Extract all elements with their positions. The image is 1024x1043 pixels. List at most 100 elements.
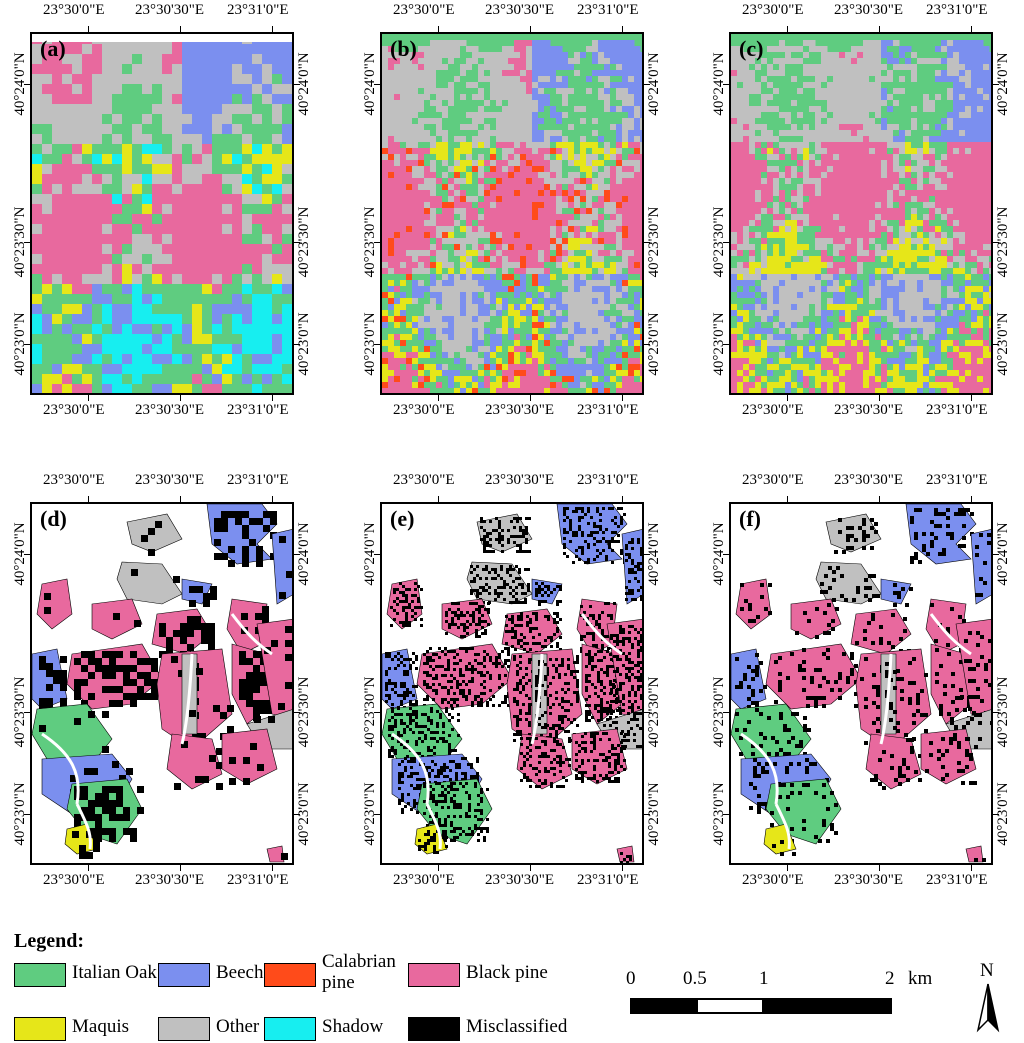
raster-cell-beech bbox=[544, 46, 551, 53]
raster-cell-black-pine bbox=[893, 172, 900, 179]
raster-cell-other bbox=[905, 64, 912, 71]
raster-cell-maquis bbox=[430, 148, 437, 155]
raster-cell-other bbox=[580, 286, 587, 293]
raster-cell-black-pine bbox=[959, 154, 966, 161]
raster-cell-beech bbox=[232, 304, 243, 315]
raster-cell-italian-oak bbox=[460, 130, 467, 137]
raster-cell-black-pine bbox=[388, 136, 395, 143]
raster-cell-beech bbox=[989, 76, 991, 83]
raster-cell-other bbox=[568, 160, 575, 167]
raster-cell-maquis bbox=[72, 304, 83, 315]
raster-cell-italian-oak bbox=[478, 394, 485, 395]
raster-cell-black-pine bbox=[815, 202, 822, 209]
raster-cell-black-pine bbox=[803, 190, 810, 197]
raster-cell-black-pine bbox=[400, 394, 407, 395]
raster-cell-black-pine bbox=[430, 202, 437, 209]
raster-cell-calabrian-pine bbox=[520, 262, 527, 269]
raster-cell-beech bbox=[454, 370, 461, 377]
raster-cell-other bbox=[466, 298, 473, 305]
raster-cell-italian-oak bbox=[484, 238, 491, 245]
raster-cell-beech bbox=[953, 88, 960, 95]
raster-cell-beech bbox=[202, 84, 213, 95]
raster-cell-italian-oak bbox=[484, 388, 491, 393]
raster-cell-other bbox=[400, 70, 407, 77]
raster-cell-italian-oak bbox=[478, 376, 485, 383]
raster-cell-other bbox=[562, 202, 569, 209]
raster-cell-black-pine bbox=[388, 226, 395, 233]
raster-cell-italian-oak bbox=[917, 112, 924, 119]
raster-cell-maquis bbox=[574, 268, 581, 275]
raster-cell-black-pine bbox=[424, 388, 431, 393]
raster-cell-other bbox=[460, 346, 467, 353]
raster-cell-italian-oak bbox=[622, 268, 629, 275]
raster-cell-black-pine bbox=[833, 202, 840, 209]
raster-cell-italian-oak bbox=[454, 142, 461, 149]
raster-cell-black-pine bbox=[839, 160, 846, 167]
raster-cell-other bbox=[400, 100, 407, 107]
raster-cell-other bbox=[388, 118, 395, 125]
raster-cell-other bbox=[454, 328, 461, 335]
raster-cell-other bbox=[749, 70, 756, 77]
raster-cell-beech bbox=[568, 382, 575, 389]
raster-cell-italian-oak bbox=[574, 358, 581, 365]
raster-cell-italian-oak bbox=[556, 268, 563, 275]
raster-cell-black-pine bbox=[400, 208, 407, 215]
raster-cell-shadow bbox=[152, 144, 163, 155]
raster-cell-italian-oak bbox=[448, 76, 455, 83]
raster-cell-italian-oak bbox=[102, 134, 113, 145]
raster-cell-maquis bbox=[32, 174, 43, 185]
raster-cell-beech bbox=[965, 40, 972, 47]
raster-cell-italian-oak bbox=[580, 130, 587, 137]
map-panel-a: (a) bbox=[30, 32, 294, 395]
raster-cell-black-pine bbox=[424, 148, 431, 155]
raster-cell-italian-oak bbox=[544, 106, 551, 113]
raster-cell-maquis bbox=[436, 154, 443, 161]
raster-cell-italian-oak bbox=[412, 274, 419, 281]
raster-cell-black-pine bbox=[32, 234, 43, 245]
raster-cell-maquis bbox=[472, 250, 479, 257]
raster-cell-black-pine bbox=[152, 224, 163, 235]
raster-cell-other bbox=[785, 226, 792, 233]
raster-cell-black-pine bbox=[400, 238, 407, 245]
raster-cell-black-pine bbox=[640, 202, 642, 209]
raster-cell-black-pine bbox=[502, 202, 509, 209]
raster-cell-other bbox=[448, 166, 455, 173]
raster-cell-other bbox=[857, 76, 864, 83]
raster-cell-italian-oak bbox=[791, 88, 798, 95]
raster-cell-beech bbox=[640, 88, 642, 95]
raster-cell-black-pine bbox=[382, 196, 389, 203]
raster-cell-other bbox=[586, 328, 593, 335]
raster-cell-other bbox=[592, 208, 599, 215]
raster-cell-other bbox=[508, 160, 515, 167]
raster-cell-other bbox=[809, 106, 816, 113]
raster-cell-black-pine bbox=[52, 384, 63, 393]
raster-cell-italian-oak bbox=[132, 154, 143, 165]
raster-cell-other bbox=[102, 224, 113, 235]
raster-cell-calabrian-pine bbox=[622, 352, 629, 359]
raster-cell-italian-oak bbox=[132, 54, 143, 65]
panel-label: (a) bbox=[40, 36, 66, 61]
raster-cell-italian-oak bbox=[122, 64, 133, 75]
raster-cell-beech bbox=[72, 354, 83, 365]
raster-cell-black-pine bbox=[863, 136, 870, 143]
raster-cell-black-pine bbox=[947, 196, 954, 203]
raster-cell-black-pine bbox=[172, 154, 183, 165]
raster-cell-other bbox=[454, 178, 461, 185]
raster-cell-other bbox=[821, 46, 828, 53]
raster-cell-black-pine bbox=[544, 244, 551, 251]
raster-cell-italian-oak bbox=[508, 316, 515, 323]
raster-cell-italian-oak bbox=[574, 124, 581, 131]
raster-cell-black-pine bbox=[182, 194, 193, 205]
raster-cell-other bbox=[490, 58, 497, 65]
raster-cell-beech bbox=[262, 354, 273, 365]
raster-cell-black-pine bbox=[514, 238, 521, 245]
raster-cell-other bbox=[122, 74, 133, 85]
raster-cell-beech bbox=[544, 274, 551, 281]
raster-cell-beech bbox=[580, 346, 587, 353]
raster-cell-other bbox=[586, 154, 593, 161]
raster-cell-maquis bbox=[102, 154, 113, 165]
raster-cell-other bbox=[418, 322, 425, 329]
raster-cell-other bbox=[472, 196, 479, 203]
raster-cell-other bbox=[262, 64, 273, 75]
raster-cell-black-pine bbox=[448, 190, 455, 197]
